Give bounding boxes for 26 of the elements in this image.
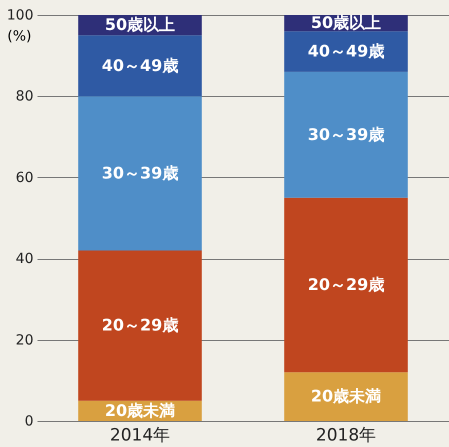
y-tick-label: 20 — [16, 332, 34, 348]
y-tick-label: 40 — [16, 251, 34, 268]
text: 40～49歳 — [102, 56, 178, 75]
bar — [78, 250, 202, 401]
bar — [284, 198, 408, 372]
bar — [284, 72, 408, 198]
series-label: 30～39歳 — [102, 163, 178, 182]
y-tick-label: 100 — [6, 8, 34, 24]
series-label: 50歳以上 — [104, 15, 176, 34]
series-label: 20～29歳 — [102, 316, 178, 335]
y-tick-label: 80 — [16, 88, 34, 105]
x-tick-label: 2018年 — [316, 426, 376, 446]
text: 30～39歳 — [308, 124, 384, 144]
bar — [78, 96, 202, 250]
x-tick-label: 2014年 — [110, 426, 170, 446]
y-tick-label: 60 — [16, 170, 34, 186]
series-label: 40～49歳 — [308, 42, 384, 61]
text: 50歳以上 — [310, 13, 382, 32]
y-tick-label: 0 — [24, 414, 34, 430]
y-axis-title: (%) — [7, 28, 32, 44]
text: 20～29歳 — [308, 274, 384, 294]
bar — [78, 35, 202, 96]
series-label: 20歳未満 — [104, 400, 176, 420]
text: 20歳未満 — [310, 386, 382, 406]
bar — [284, 31, 408, 72]
bar — [284, 372, 408, 421]
